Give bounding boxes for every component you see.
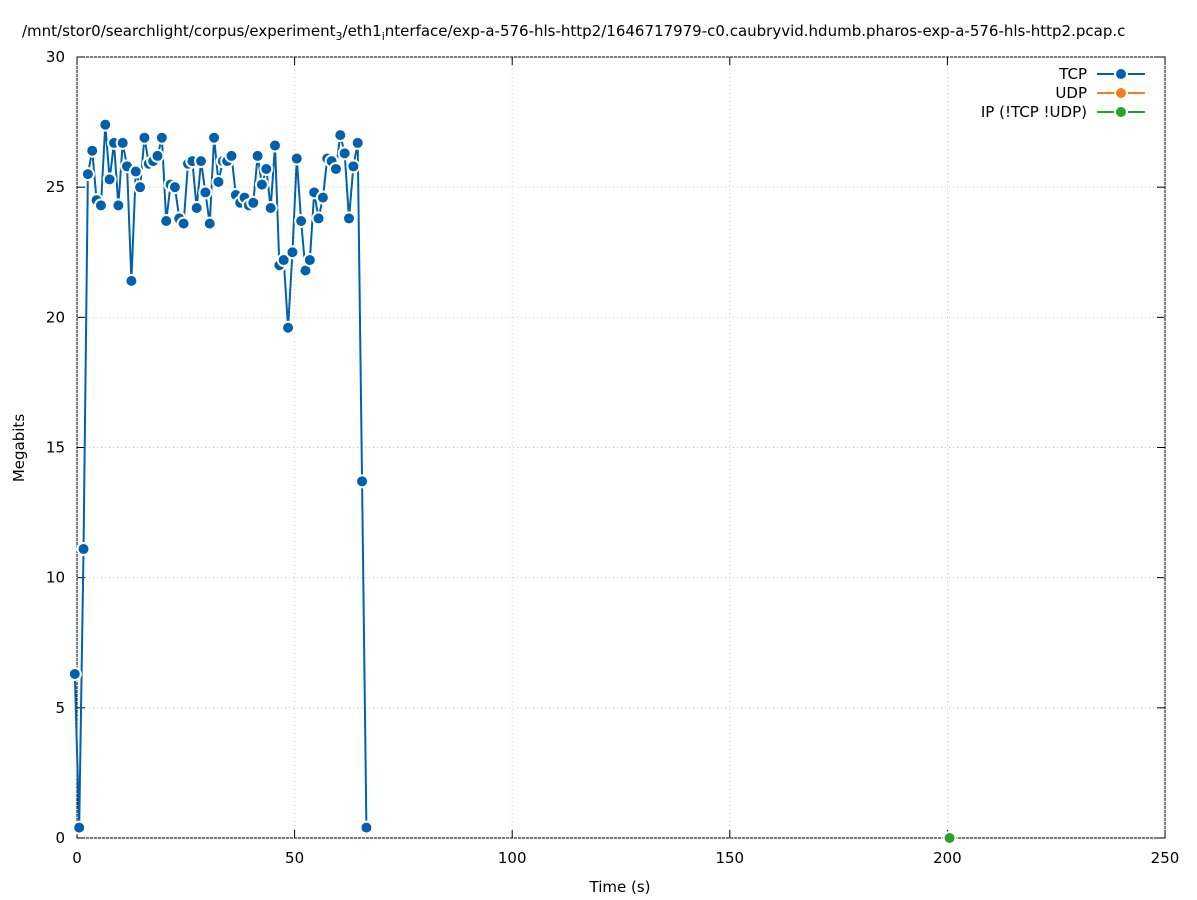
legend-label: UDP xyxy=(1055,84,1087,102)
data-point xyxy=(355,474,370,489)
title-segment: 3 xyxy=(336,30,343,43)
x-tick-label: 0 xyxy=(72,849,82,867)
data-point xyxy=(207,130,222,145)
chart-title: /mnt/stor0/searchlight/corpus/experiment… xyxy=(22,22,1125,43)
data-point xyxy=(76,542,91,557)
data-point xyxy=(176,216,191,231)
data-point xyxy=(328,161,343,176)
data-point xyxy=(337,146,352,161)
data-point xyxy=(254,177,269,192)
data-point xyxy=(102,172,117,187)
data-point xyxy=(263,200,278,215)
data-point xyxy=(167,180,182,195)
data-point xyxy=(276,253,291,268)
data-point xyxy=(202,216,217,231)
y-axis-label: Megabits xyxy=(10,414,28,482)
data-point xyxy=(268,138,283,153)
data-point xyxy=(80,167,95,182)
data-point xyxy=(285,245,300,260)
data-point xyxy=(111,198,126,213)
legend-label: IP (!TCP !UDP) xyxy=(981,103,1087,121)
y-tick-label: 10 xyxy=(46,569,65,587)
data-point xyxy=(128,164,143,179)
data-point xyxy=(194,154,209,169)
data-point xyxy=(246,195,261,210)
title-segment: i xyxy=(382,30,385,43)
data-point xyxy=(311,211,326,226)
title-segment: /mnt/stor0/searchlight/corpus/experiment xyxy=(22,22,336,40)
x-axis-label: Time (s) xyxy=(589,878,651,896)
data-point xyxy=(942,831,957,845)
x-tick-label: 250 xyxy=(1151,849,1180,867)
data-point xyxy=(350,135,365,150)
data-point xyxy=(189,200,204,215)
data-point xyxy=(159,214,174,229)
series-line xyxy=(73,124,368,828)
y-tick-label: 5 xyxy=(55,699,65,717)
data-point xyxy=(133,180,148,195)
data-point xyxy=(224,148,239,163)
data-point xyxy=(302,253,317,268)
data-point xyxy=(198,185,213,200)
data-point xyxy=(333,128,348,143)
data-point xyxy=(98,117,113,132)
x-tick-label: 200 xyxy=(933,849,962,867)
data-point xyxy=(342,211,356,226)
data-point xyxy=(93,198,108,213)
data-point xyxy=(281,320,296,335)
data-point xyxy=(359,820,374,835)
data-point xyxy=(67,666,82,681)
data-point xyxy=(315,190,330,205)
data-point xyxy=(154,130,169,145)
title-segment: nterface/exp-a-576-hls-http2/1646717979-… xyxy=(385,22,1126,40)
legend-swatch-dot xyxy=(1114,86,1128,100)
data-point xyxy=(211,174,226,189)
data-point xyxy=(150,148,165,163)
data-point xyxy=(72,820,87,835)
y-tick-label: 20 xyxy=(46,308,65,326)
y-tick-label: 25 xyxy=(46,178,65,196)
data-point xyxy=(259,161,274,176)
data-point xyxy=(124,273,139,288)
y-tick-label: 30 xyxy=(46,48,65,66)
data-point xyxy=(250,148,265,163)
legend-swatch-dot xyxy=(1114,105,1128,119)
legend-swatch-dot xyxy=(1114,67,1128,81)
y-tick-label: 0 xyxy=(55,829,65,847)
legend-label: TCP xyxy=(1058,65,1087,83)
y-tick-label: 15 xyxy=(46,439,65,457)
data-point xyxy=(115,135,130,150)
data-point xyxy=(294,214,309,229)
data-point xyxy=(137,130,152,145)
x-tick-label: 100 xyxy=(498,849,527,867)
x-tick-label: 150 xyxy=(715,849,744,867)
data-point xyxy=(85,143,100,158)
title-segment: /eth1 xyxy=(343,22,382,40)
data-point xyxy=(346,159,361,174)
data-point xyxy=(289,151,304,166)
x-tick-label: 50 xyxy=(285,849,304,867)
